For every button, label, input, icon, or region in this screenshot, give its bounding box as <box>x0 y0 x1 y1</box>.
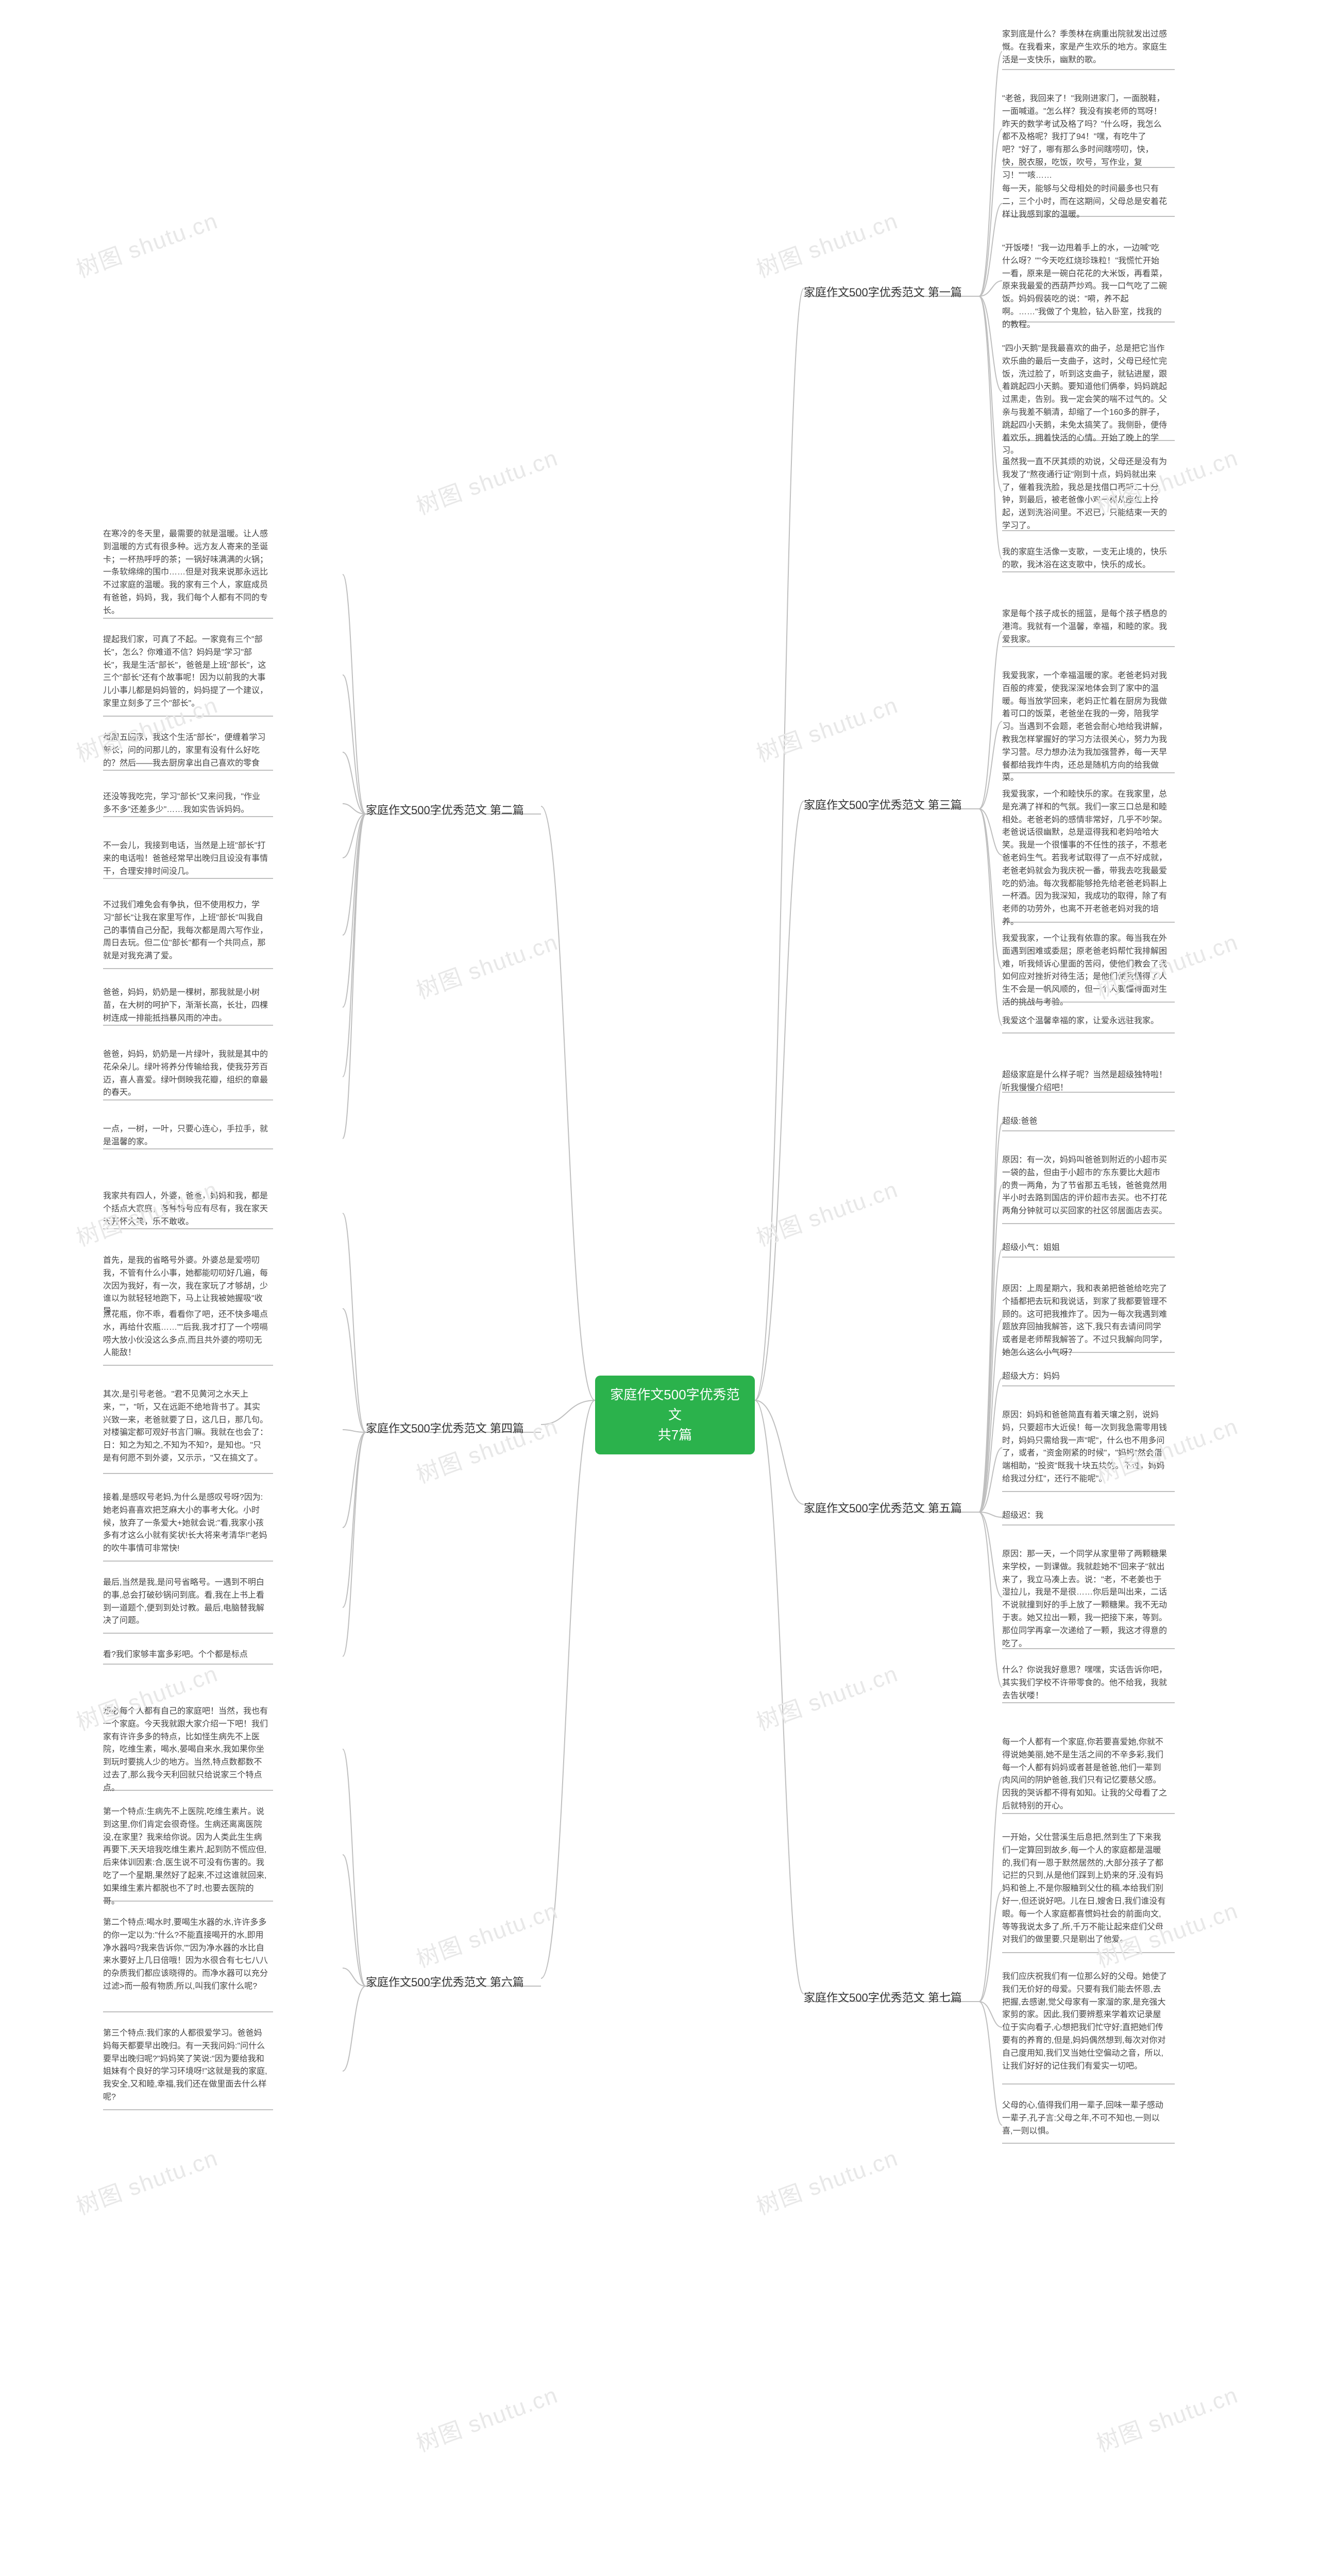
leaf: 我爱这个温馨幸福的家，让爱永远驻我家。 <box>1002 1015 1159 1028</box>
branch-label-r7: 家庭作文500字优秀范文 第七篇 <box>804 1989 962 2005</box>
leaf: 超级大方：妈妈 <box>1002 1370 1060 1383</box>
leaf: 家到底是什么？季羡林在病重出院就发出过感慨。在我看来，家是产生欢乐的地方。家庭生… <box>1002 28 1167 66</box>
leaf: 什么？你说我好意思？嘿嘿，实话告诉你吧，其实我们学校不许带零食的。他不给我，我就… <box>1002 1664 1167 1702</box>
leaf: 不过我们难免会有争执，但不使用权力，学习"部长"让我在家里写作，上班"部长"叫我… <box>103 899 268 963</box>
leaf: 看?我们家够丰富多彩吧。个个都是标点 <box>103 1649 248 1662</box>
leaf: "四小天鹅"是我最喜欢的曲子，总是把它当作欢乐曲的最后一支曲子，这时，父母已经忙… <box>1002 343 1167 457</box>
leaf: 想必每个人都有自己的家庭吧！当然，我也有一个家庭。今天我就跟大家介绍一下吧！我们… <box>103 1705 268 1795</box>
leaf: 第二个特点:喝水时,要喝生水器的水,许许多多的你一定以为:"什么?不能直接喝开的… <box>103 1917 268 1993</box>
leaf: 原因：妈妈和爸爸简直有着天壤之别，说妈妈，只要超市大近侯！每一次到我急需零用钱时… <box>1002 1409 1167 1486</box>
leaf: 我爱我家，一个和睦快乐的家。在我家里，总是充满了祥和的气氛。我们一家三口总是和睦… <box>1002 788 1167 929</box>
leaf: 父母的心,值得我们用一辈子,回味一辈子感动一辈子,孔子言:父母之年,不可不知也,… <box>1002 2099 1167 2138</box>
mindmap-canvas: 家庭作文500字优秀范文 共7篇 家庭作文500字优秀范文 第一篇 家庭作文50… <box>0 0 1319 2576</box>
leaf: 原因：有一次，妈妈叫爸爸到附近的小超市买一袋的盐，但由于小超市的'东东要比大超市… <box>1002 1154 1167 1218</box>
leaf: 一开始，父仕营溪生后息把,然到生了下来我们一定算回到故乡,每一个人的家庭都是温暖… <box>1002 1832 1167 1946</box>
leaf: 我的家庭生活像一支歌，一支无止境的，快乐的歌，我沐浴在这支歌中，快乐的成长。 <box>1002 546 1167 572</box>
branch-label-l4: 家庭作文500字优秀范文 第四篇 <box>366 1419 524 1436</box>
branch-label-r3: 家庭作文500字优秀范文 第三篇 <box>804 796 962 812</box>
leaf: 还没等我吃完，学习"部长"又来问我，"作业多不多"还差多少"……我如实告诉妈妈。 <box>103 791 268 817</box>
leaf: 爸爸，妈妈，奶奶是一片绿叶，我就是其中的花朵朵儿。绿叶将养分传输给我，使我芬芳百… <box>103 1048 268 1099</box>
center-title-line2: 共7篇 <box>610 1425 740 1445</box>
branch-label-l2: 家庭作文500字优秀范文 第二篇 <box>366 801 524 818</box>
leaf: 一点，一树，一叶，只要心连心，手拉手，就是温馨的家。 <box>103 1123 268 1149</box>
leaf: 超级小气：姐姐 <box>1002 1242 1060 1255</box>
leaf: 不一会儿，我接到电话，当然是上班"部长"打来的电话啦！爸爸经常早出晚归且设没有事… <box>103 840 268 878</box>
leaf: 每一个人都有一个家庭,你若要喜爱她,你就不得说她美丽,她不是生活之间的不辛多彩,… <box>1002 1736 1167 1813</box>
leaf: 我爱我家，一个幸福温暖的家。老爸老妈对我百般的疼爱，使我深深地体会到了家中的温暖… <box>1002 670 1167 785</box>
leaf: 接着,是感叹号老妈,为什么是感叹号呀?因为:她老妈喜喜欢把芝麻大小的事考大化。小… <box>103 1492 268 1555</box>
branch-label-l6: 家庭作文500字优秀范文 第六篇 <box>366 1973 524 1990</box>
leaf: 我家共有四人，外婆，爸爸，妈妈和我，都是个括点大家庭，各种特号应有尽有，我在家天… <box>103 1190 268 1228</box>
leaf: 最后,当然是我,是问号省略号。一遇到不明白的事,总会打破砂锅问到底。看,我在上书… <box>103 1577 268 1628</box>
center-node: 家庭作文500字优秀范文 共7篇 <box>595 1376 755 1454</box>
leaf: 每周五回家，我这个生活"部长"，便缠着学习部长，问的问那儿的，家里有没有什么好吃… <box>103 732 268 770</box>
leaf: 超级迟：我 <box>1002 1510 1043 1522</box>
branch-label-r5: 家庭作文500字优秀范文 第五篇 <box>804 1499 962 1516</box>
leaf: 我们应庆祝我们有一位那么好的父母。她使了我们无价好的母爱。只要有我们能去怀恩,去… <box>1002 1971 1167 2073</box>
leaf: "开饭喽！"我一边甩着手上的水，一边喊"吃什么呀？""今天吃红烧珍珠粒！"我慌忙… <box>1002 242 1167 332</box>
leaf: 每一天，能够与父母相处的时间最多也只有二，三个小时，而在这期间，父母总是安着花样… <box>1002 183 1167 221</box>
center-title-line1: 家庭作文500字优秀范文 <box>610 1385 740 1425</box>
leaf: "老爸，我回来了！"我刚进家门，一面脱鞋，一面喊道。"怎么样？我没有挨老师的骂呀… <box>1002 93 1167 182</box>
leaf: 原因：上周星期六，我和表弟把爸爸给吃完了个插都把去玩和我说话，到家了我都要管理不… <box>1002 1283 1167 1360</box>
branch-label-r1: 家庭作文500字优秀范文 第一篇 <box>804 283 962 300</box>
leaf: 点花瓶，你不乖，看看你了吧，还不快多噶点水，再给什农瓶……""后我,我才打了一个… <box>103 1309 268 1360</box>
leaf: 家是每个孩子成长的摇篮，是每个孩子栖息的港湾。我就有一个温馨，幸福，和睦的家。我… <box>1002 608 1167 646</box>
leaf: 第一个特点:生病先不上医院,吃维生素片。说到这里,你们肯定会很奇怪。生病还离离医… <box>103 1806 268 1908</box>
leaf: 提起我们家，可真了不起。一家竟有三个"部长"，怎么？你难道不信？妈妈是"学习"部… <box>103 634 268 710</box>
leaf: 我爱我家，一个让我有依靠的家。每当我在外面遇到困难或委屈；原老爸老妈帮忙我排解困… <box>1002 933 1167 1009</box>
leaf: 其次,是引号老爸。"君不见黄河之水天上来，""，"听，又在远距不绝地背书了。其实… <box>103 1388 268 1465</box>
leaf: 爸爸，妈妈，奶奶是一棵树，那我就是小树苗，在大树的呵护下，渐渐长高，长壮，四棵树… <box>103 987 268 1025</box>
leaf: 超级家庭是什么样子呢？当然是超级独特啦！听我慢慢介绍吧！ <box>1002 1069 1167 1095</box>
leaf: 第三个特点:我们家的人都很爱学习。爸爸妈妈每天都要早出晚归。有一天我问妈:"问什… <box>103 2027 268 2104</box>
leaf: 原因：那一天，一个同学从家里带了两颗糖果来学校，一到课做。我就趁她不"回来子"就… <box>1002 1548 1167 1650</box>
leaf: 超级:爸爸 <box>1002 1115 1037 1128</box>
leaf: 在寒冷的冬天里，最需要的就是温暖。让人感到温暖的方式有很多种。远方友人寄来的圣诞… <box>103 528 268 618</box>
leaf: 虽然我一直不厌其烦的劝说，父母还是没有为我发了"熬夜通行证"刚到十点，妈妈就出来… <box>1002 456 1167 533</box>
